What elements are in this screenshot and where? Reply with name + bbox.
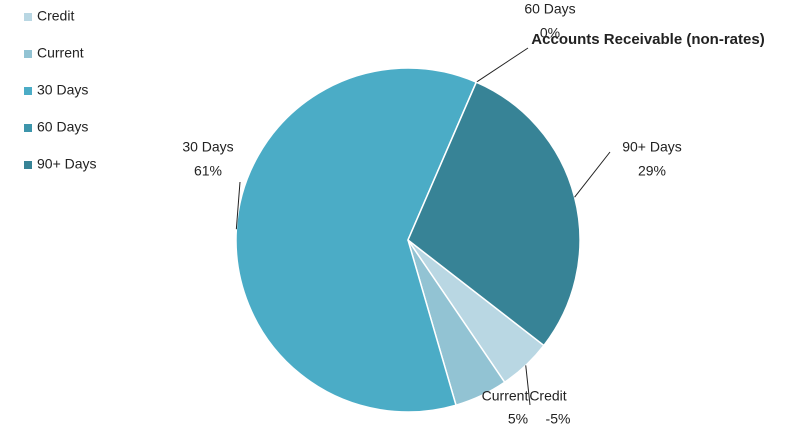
legend-label: 90+ Days <box>37 156 97 172</box>
data-label-name: 60 Days <box>524 1 575 17</box>
chart-title: Accounts Receivable (non-rates) <box>531 31 764 48</box>
legend-swatch <box>24 124 32 132</box>
leader-line <box>574 151 611 198</box>
legend-label: Current <box>37 45 84 61</box>
legend-label: Credit <box>37 8 74 24</box>
data-label: -5% <box>546 411 571 427</box>
data-label-name: Credit <box>529 388 566 404</box>
legend-label: 60 Days <box>37 119 88 135</box>
leader-line <box>476 47 529 83</box>
legend-label: 30 Days <box>37 82 88 98</box>
leader-line <box>525 365 531 406</box>
leader-line <box>235 181 241 230</box>
pie-slice <box>407 81 581 347</box>
legend-swatch <box>24 87 32 95</box>
data-label: 29% <box>638 163 666 179</box>
data-label-name: 30 Days <box>182 139 233 155</box>
data-label-name: 90+ Days <box>622 139 682 155</box>
legend-swatch <box>24 161 32 169</box>
data-label: 61% <box>194 163 222 179</box>
data-label: 5% <box>508 411 528 427</box>
data-label: 0% <box>540 25 560 41</box>
legend-swatch <box>24 50 32 58</box>
data-label-name: Current <box>482 388 529 404</box>
legend-swatch <box>24 13 32 21</box>
